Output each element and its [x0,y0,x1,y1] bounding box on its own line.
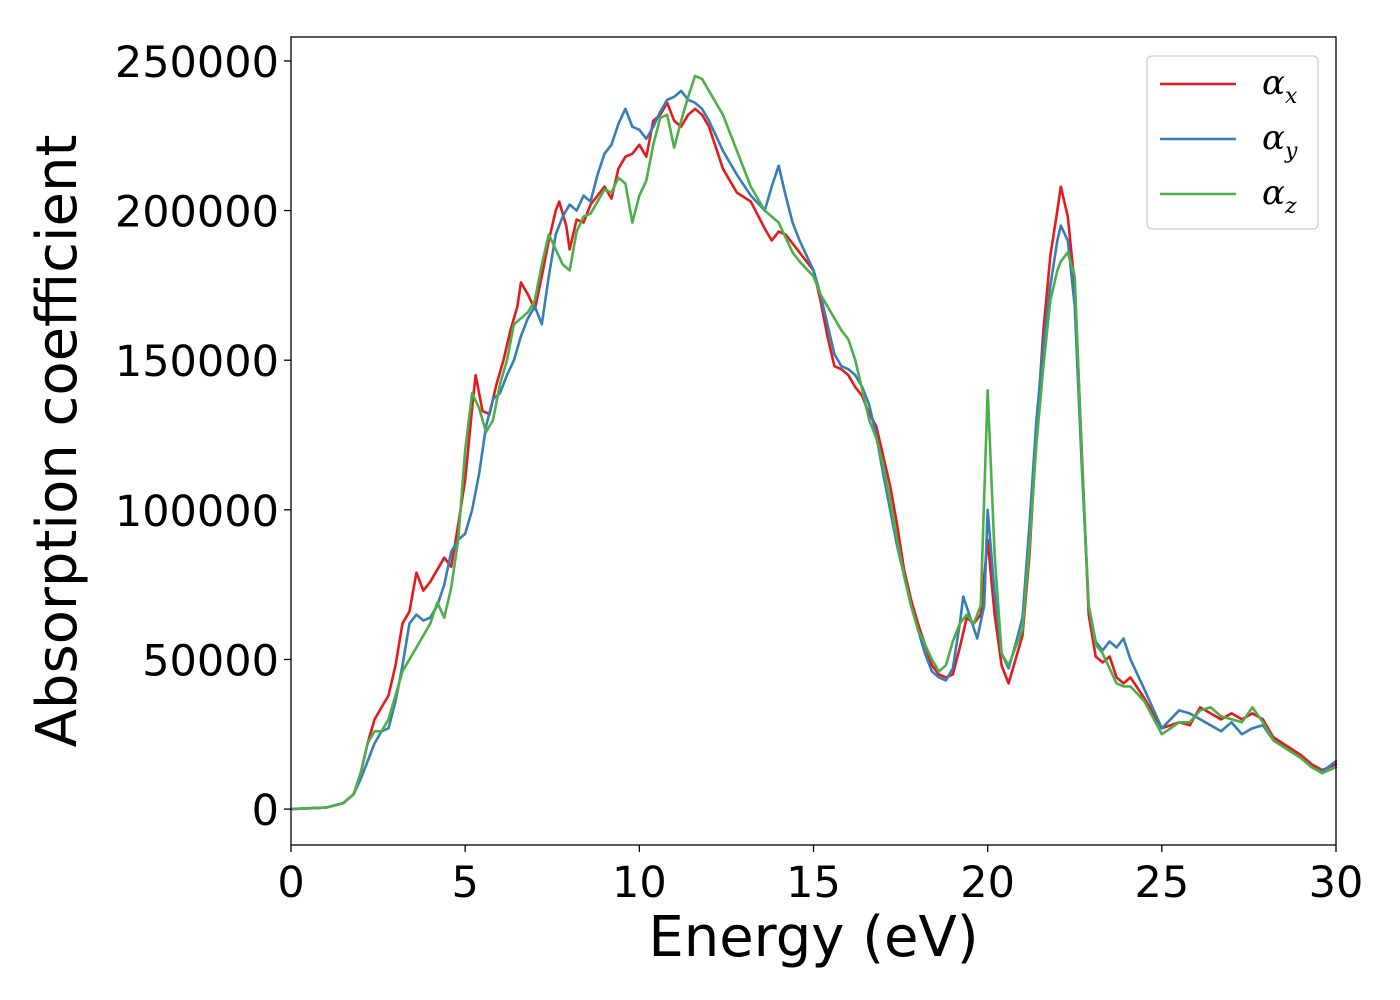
series-line-z [289,74,1338,811]
y-axis-title: Absorption coefficient [25,135,90,748]
legend-label-z: αz [1262,173,1297,219]
x-tick-label: 30 [1309,858,1364,908]
legend: αx αy αz [1146,55,1319,230]
x-tick-label: 20 [960,858,1015,908]
legend-box [1146,55,1319,230]
y-tick-label: 0 [252,786,279,836]
y-tick-label: 150000 [115,337,279,387]
x-tick-label: 5 [451,858,478,908]
series-line-y [289,89,1338,811]
y-tick-label: 100000 [115,487,279,537]
series-line-x [289,101,1338,811]
x-axis: 0 5 10 15 20 25 30 [277,845,1363,908]
x-tick-label: 10 [612,858,667,908]
legend-label-x: αx [1262,63,1298,109]
series-layer [289,74,1338,811]
x-tick-label: 25 [1134,858,1189,908]
legend-label-y: αy [1262,118,1298,164]
y-tick-label: 250000 [115,38,279,88]
x-tick-label: 0 [277,858,304,908]
y-tick-label: 200000 [115,188,279,238]
y-axis: 0 50000 100000 150000 200000 250000 [115,38,291,836]
x-axis-title: Energy (eV) [648,905,978,970]
y-tick-label: 50000 [142,636,279,686]
x-tick-label: 15 [786,858,841,908]
